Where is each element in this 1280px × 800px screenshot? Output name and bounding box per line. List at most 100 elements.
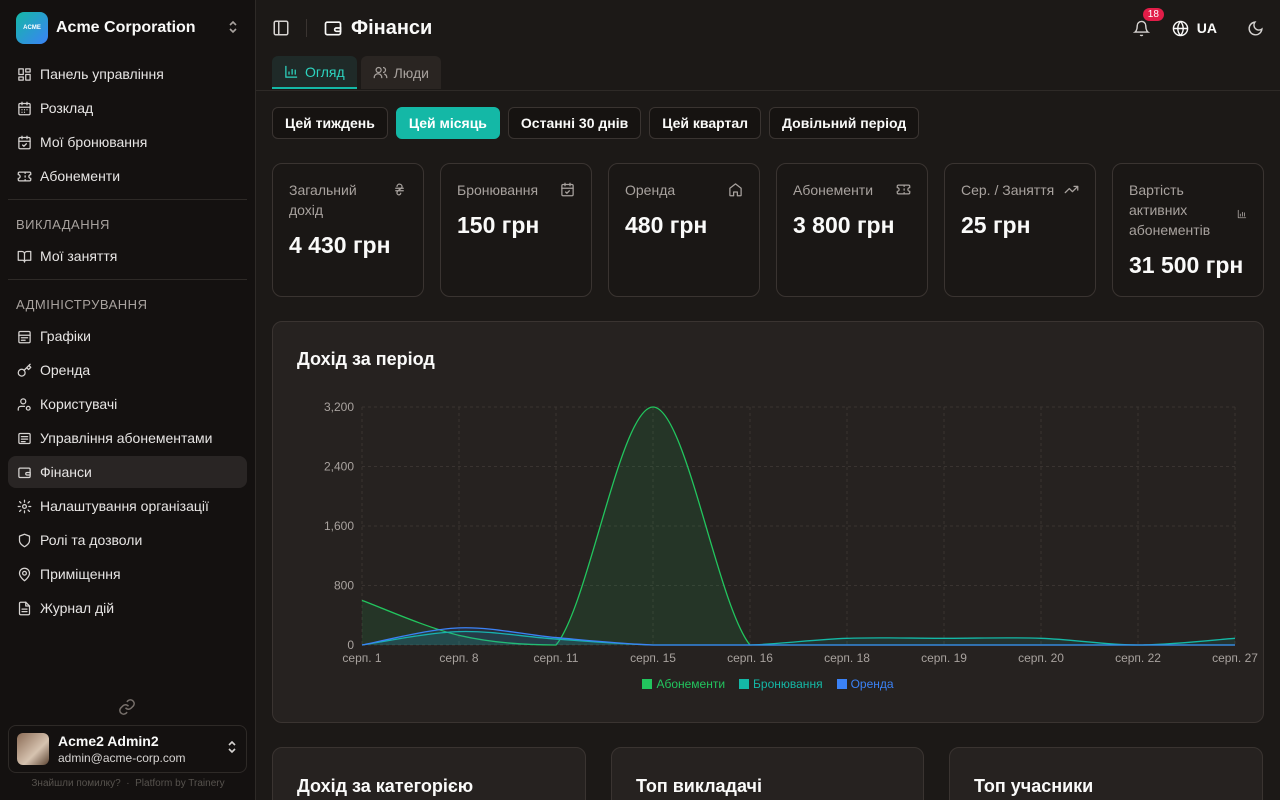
sidebar-item-label: Розклад — [40, 100, 94, 116]
sidebar-item-calendar-check[interactable]: Мої бронювання — [8, 126, 247, 158]
card-title: Топ учасники — [974, 776, 1094, 796]
sidebar-item-label: Абонементи — [40, 168, 121, 184]
x-tick-label: серп. 15 — [630, 651, 676, 665]
language-switcher[interactable]: UA — [1172, 20, 1217, 37]
sidebar-item-gear[interactable]: Налаштування організації — [8, 490, 247, 522]
tabs: Огляд Люди — [256, 56, 1280, 91]
legend-label: Абонементи — [656, 677, 726, 691]
home-icon — [728, 182, 743, 202]
schedule-icon — [16, 328, 32, 344]
notification-badge: 18 — [1142, 7, 1164, 21]
sidebar-item-key[interactable]: Оренда — [8, 354, 247, 386]
ticket-icon — [896, 182, 911, 202]
y-tick-label: 0 — [347, 638, 354, 652]
chevron-updown-icon — [227, 20, 239, 37]
legend-item[interactable]: Абонементи — [642, 677, 725, 691]
x-tick-label: серп. 18 — [824, 651, 870, 665]
nav-main: Панель управління Розклад Мої бронювання Аб… — [8, 58, 247, 192]
stat-value: 31 500 грн — [1129, 252, 1244, 278]
period-last-30-days-button[interactable]: Останні 30 днів — [507, 107, 642, 139]
series-line-1 — [361, 406, 1235, 646]
legend-item[interactable]: Бронювання — [739, 677, 823, 691]
sidebar-item-log[interactable]: Журнал дій — [8, 592, 247, 624]
link-icon[interactable] — [118, 698, 136, 721]
book-icon — [16, 248, 32, 264]
sidebar-item-label: Мої бронювання — [40, 134, 148, 150]
legend-swatch — [739, 679, 750, 689]
user-menu[interactable]: Acme2 Admin2 admin@acme-corp.com — [8, 725, 247, 773]
list-icon — [16, 430, 32, 446]
bell-icon — [1132, 20, 1150, 36]
sidebar-item-label: Оренда — [40, 362, 91, 378]
x-tick-label: серп. 22 — [1115, 651, 1161, 665]
notifications-button[interactable]: 18 — [1132, 7, 1164, 37]
ticket-icon — [16, 168, 32, 184]
sidebar-item-label: Журнал дій — [40, 600, 115, 616]
stat-label: Абонементи — [793, 182, 874, 198]
bottom-cards: Дохід за категорією Топ викладачі Топ уч… — [256, 723, 1280, 800]
period-selector: Цей тиждень Цей місяць Останні 30 днів Ц… — [256, 91, 1280, 139]
sidebar-item-ticket[interactable]: Абонементи — [8, 160, 247, 192]
calendar-icon — [16, 100, 32, 116]
key-icon — [16, 362, 32, 378]
stat-label: Вартість активних абонементів — [1129, 182, 1211, 238]
sidebar-item-list[interactable]: Управління абонементами — [8, 422, 247, 454]
sidebar-item-label: Панель управління — [40, 66, 164, 82]
legend-swatch — [836, 679, 847, 689]
stat-card: Бронювання 150 грн — [440, 163, 592, 297]
stat-card: Загальний дохід 4 430 грн — [272, 163, 424, 297]
sidebar-item-map-pin[interactable]: Приміщення — [8, 558, 247, 590]
y-tick-label: 2,400 — [324, 460, 354, 474]
x-tick-label: серп. 1 — [342, 651, 382, 665]
tab-label: Люди — [393, 64, 429, 81]
period-this-month-button[interactable]: Цей місяць — [395, 107, 500, 139]
wallet-icon — [323, 18, 343, 38]
y-tick-label: 800 — [334, 579, 354, 593]
sidebar-item-wallet[interactable]: Фінанси — [8, 456, 247, 488]
period-this-quarter-button[interactable]: Цей квартал — [649, 107, 762, 139]
user-email: admin@acme-corp.com — [58, 751, 186, 765]
sidebar-item-user-cog[interactable]: Користувачі — [8, 388, 247, 420]
sidebar-item-shield[interactable]: Ролі та дозволи — [8, 524, 247, 556]
log-icon — [16, 600, 32, 616]
period-custom-button[interactable]: Довільний період — [769, 107, 920, 139]
legend-item[interactable]: Оренда — [836, 677, 894, 691]
sidebar-item-calendar[interactable]: Розклад — [8, 92, 247, 124]
shield-icon — [16, 532, 32, 548]
report-bug-link[interactable]: Знайшли помилку? — [31, 778, 121, 789]
tab-people[interactable]: Люди — [360, 56, 441, 89]
series-area-3 — [362, 627, 1235, 645]
stat-card: Оренда 480 грн — [608, 163, 760, 297]
user-name: Acme2 Admin2 — [58, 733, 159, 749]
sidebar-toggle-icon[interactable] — [272, 19, 290, 37]
sidebar-item-dashboard[interactable]: Панель управління — [8, 58, 247, 90]
sidebar-item-label: Приміщення — [40, 566, 121, 582]
org-switcher[interactable]: ACME Acme Corporation — [8, 0, 247, 56]
sidebar-item-label: Фінанси — [40, 464, 92, 480]
sidebar-item-label: Ролі та дозволи — [40, 532, 143, 548]
series-line-3 — [361, 627, 1235, 646]
trending-up-icon — [1064, 182, 1079, 202]
series-area-1 — [362, 407, 1235, 645]
bar-chart-icon — [1237, 206, 1247, 224]
period-this-week-button[interactable]: Цей тиждень — [272, 107, 388, 139]
platform-link[interactable]: Platform by Trainery — [135, 778, 225, 789]
sidebar-item-schedule[interactable]: Графіки — [8, 320, 247, 352]
x-tick-label: серп. 19 — [921, 651, 967, 665]
hryvnia-icon — [392, 182, 407, 202]
x-tick-label: серп. 27 — [1212, 651, 1258, 665]
legend-label: Оренда — [850, 677, 894, 691]
chevron-updown-icon — [226, 740, 238, 759]
sidebar-item-book[interactable]: Мої заняття — [8, 240, 247, 272]
stats-row: Загальний дохід 4 430 грн Бронювання 150 гр… — [256, 139, 1280, 297]
sidebar-item-label: Користувачі — [40, 396, 118, 412]
y-tick-label: 1,600 — [324, 519, 354, 533]
wallet-icon — [16, 464, 32, 480]
stat-card: Абонементи 3 800 грн — [776, 163, 928, 297]
card-title: Дохід за категорією — [297, 776, 474, 796]
theme-toggle-button[interactable] — [1247, 20, 1264, 37]
x-tick-label: серп. 20 — [1018, 651, 1064, 665]
stat-label: Сер. / Заняття — [961, 182, 1055, 198]
calendar-check-icon — [560, 182, 575, 202]
tab-overview[interactable]: Огляд — [272, 56, 357, 89]
